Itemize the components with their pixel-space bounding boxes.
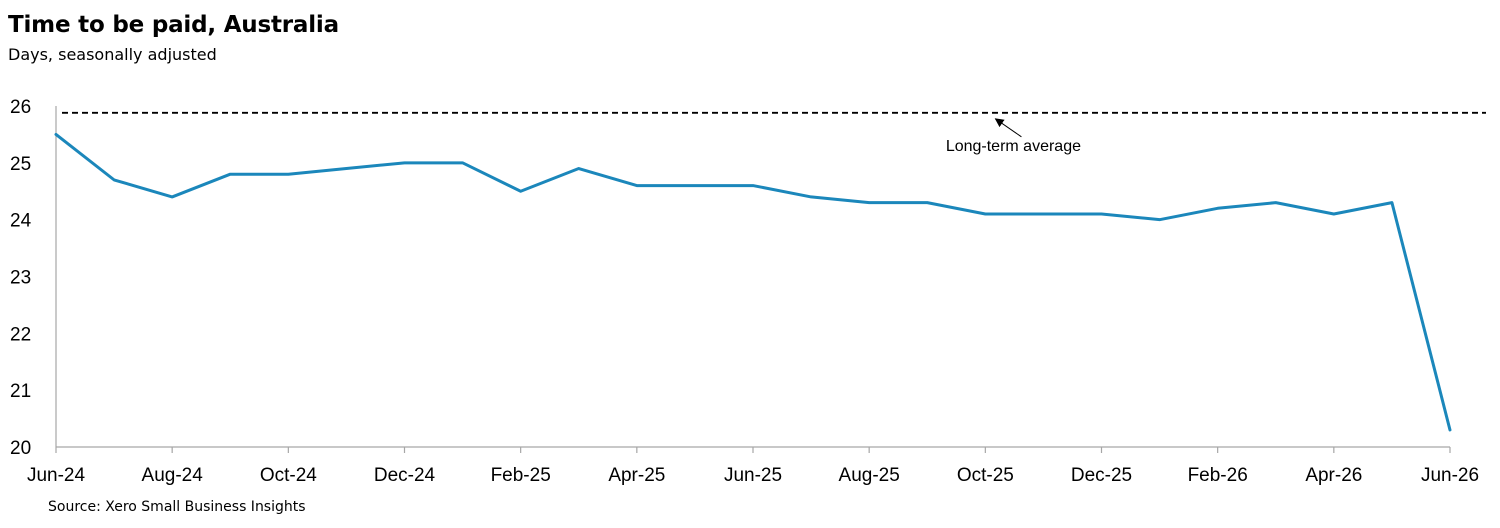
x-tick-label: Feb-26 bbox=[1188, 465, 1248, 486]
annotation-group: Long-term average bbox=[946, 118, 1081, 155]
x-tick-label: Aug-25 bbox=[839, 465, 900, 486]
x-axis: Jun-24 Aug-24 Oct-24 Dec-24 Feb-25 Apr-25 Jun-… bbox=[27, 446, 1479, 486]
annotation-arrow bbox=[994, 118, 1022, 138]
y-tick-label: 22 bbox=[10, 324, 31, 345]
chart-source: Source: Xero Small Business Insights bbox=[48, 499, 306, 515]
long-term-average-label: Long-term average bbox=[946, 138, 1081, 155]
x-tick-label: Oct-24 bbox=[260, 465, 317, 486]
y-tick-label: 21 bbox=[10, 381, 31, 402]
chart-subtitle: Days, seasonally adjusted bbox=[8, 45, 217, 64]
y-tick-label: 25 bbox=[10, 154, 31, 175]
x-tick-label: Aug-24 bbox=[142, 465, 204, 486]
x-tick-label: Jun-26 bbox=[1421, 465, 1479, 486]
x-tick-label: Dec-25 bbox=[1071, 465, 1132, 486]
x-tick-label: Jun-25 bbox=[724, 465, 782, 486]
y-tick-label: 23 bbox=[10, 268, 31, 289]
x-tick-label: Apr-26 bbox=[1305, 465, 1362, 486]
y-tick-label: 20 bbox=[10, 438, 31, 459]
x-tick-label: Apr-25 bbox=[608, 465, 665, 486]
y-tick-label: 24 bbox=[10, 211, 32, 232]
x-tick-label: Jun-24 bbox=[27, 465, 86, 486]
x-tick-label: Oct-25 bbox=[957, 465, 1014, 486]
series-group bbox=[54, 132, 1452, 432]
y-axis: 20 21 22 23 24 25 26 bbox=[10, 97, 57, 459]
series-line bbox=[54, 132, 1452, 432]
y-tick-label: 26 bbox=[10, 97, 31, 118]
chart-title: Time to be paid, Australia bbox=[8, 12, 339, 38]
x-tick-label: Feb-25 bbox=[491, 465, 551, 486]
x-tick-label: Dec-24 bbox=[374, 465, 436, 486]
